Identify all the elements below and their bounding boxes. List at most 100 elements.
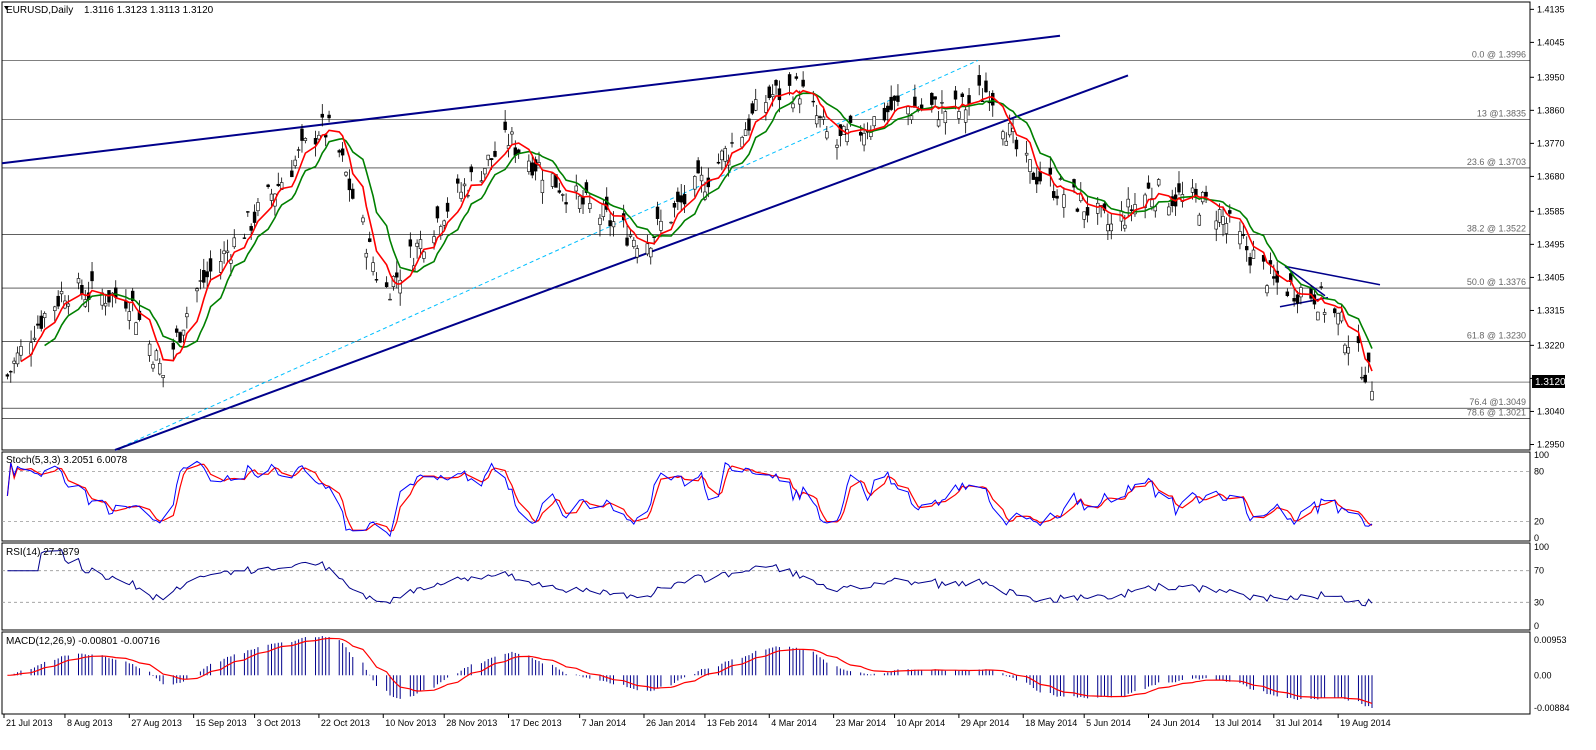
candle-body-214 bbox=[1014, 139, 1019, 150]
candle-body-50 bbox=[242, 237, 247, 239]
stoch-axis-label-0: 100 bbox=[1534, 450, 1549, 460]
candle-body-31 bbox=[151, 364, 155, 369]
rsi-axis-label-1: 70 bbox=[1534, 566, 1544, 576]
candle-body-4 bbox=[19, 346, 23, 356]
candle-body-91 bbox=[435, 206, 440, 219]
candle-body-43 bbox=[205, 271, 209, 278]
candle-body-202 bbox=[960, 93, 964, 97]
candle-body-96 bbox=[459, 191, 463, 199]
candle-body-115 bbox=[550, 173, 555, 187]
collapse-arrow-icon[interactable] bbox=[4, 6, 9, 10]
candle-body-233 bbox=[1106, 224, 1110, 232]
candle-body-207 bbox=[984, 80, 988, 93]
candle-body-166 bbox=[791, 103, 795, 109]
candle-body-133 bbox=[632, 239, 636, 247]
candle-body-123 bbox=[584, 182, 589, 193]
candle-body-195 bbox=[930, 92, 934, 105]
time-axis-label-11: 13 Feb 2014 bbox=[707, 718, 758, 728]
stoch-axis-label-1: 80 bbox=[1534, 467, 1544, 477]
candle-body-203 bbox=[963, 109, 968, 123]
candle-body-171 bbox=[814, 115, 819, 125]
time-axis-label-3: 15 Sep 2013 bbox=[196, 718, 247, 728]
candle-body-89 bbox=[422, 251, 426, 259]
candle-body-49 bbox=[232, 237, 236, 248]
candle-body-138 bbox=[655, 206, 660, 219]
candle-body-103 bbox=[489, 158, 494, 161]
candle-body-10 bbox=[53, 306, 57, 312]
candle-body-229 bbox=[1085, 207, 1090, 216]
candle-body-75 bbox=[361, 217, 365, 223]
candle-body-163 bbox=[774, 80, 778, 86]
candle-body-170 bbox=[811, 100, 816, 103]
candle-body-61 bbox=[293, 159, 297, 167]
price-axis-label-4: 1.3770 bbox=[1537, 138, 1565, 148]
candle-body-241 bbox=[1146, 182, 1151, 189]
candle-body-254 bbox=[1204, 191, 1208, 197]
candle-body-132 bbox=[628, 234, 633, 237]
candle-body-220 bbox=[1048, 167, 1053, 175]
stoch-title: Stoch(5,3,3) 3.2051 6.0078 bbox=[6, 455, 128, 466]
candle-body-1 bbox=[9, 371, 13, 373]
candle-body-0 bbox=[5, 374, 10, 377]
candle-body-27 bbox=[130, 290, 135, 301]
candle-body-174 bbox=[825, 131, 829, 139]
candle-body-135 bbox=[645, 243, 650, 255]
candle-body-255 bbox=[1214, 220, 1218, 230]
candle-body-80 bbox=[384, 282, 389, 288]
price-axis-label-5: 1.3680 bbox=[1537, 171, 1565, 181]
candle-body-248 bbox=[1177, 183, 1181, 193]
candle-body-172 bbox=[818, 116, 822, 118]
candle-body-260 bbox=[1238, 231, 1242, 245]
time-axis-label-16: 18 May 2014 bbox=[1025, 718, 1077, 728]
candle-body-52 bbox=[249, 226, 253, 231]
candle-body-117 bbox=[557, 190, 562, 193]
time-axis-label-4: 3 Oct 2013 bbox=[257, 718, 301, 728]
candle-body-257 bbox=[1221, 216, 1225, 225]
candle-body-281 bbox=[1336, 313, 1340, 325]
candle-body-236 bbox=[1123, 224, 1127, 229]
candle-body-93 bbox=[442, 220, 446, 226]
candle-body-242 bbox=[1150, 198, 1154, 208]
macd-signal-line bbox=[7, 637, 1373, 704]
time-axis-label-13: 23 Mar 2014 bbox=[836, 718, 887, 728]
triangle-top bbox=[1284, 265, 1381, 286]
symbol-label: EURUSD,Daily bbox=[6, 5, 73, 16]
candle-body-119 bbox=[564, 202, 568, 205]
candle-body-238 bbox=[1129, 209, 1134, 211]
candle-body-67 bbox=[320, 113, 325, 118]
candle-body-58 bbox=[276, 183, 280, 186]
macd-title: MACD(12,26,9) -0.00801 -0.00716 bbox=[6, 636, 160, 647]
candle-body-158 bbox=[750, 103, 755, 114]
candle-body-256 bbox=[1217, 209, 1222, 223]
candle-body-33 bbox=[158, 363, 162, 375]
candle-body-111 bbox=[530, 162, 534, 176]
ohlc-values: 1.3116 1.3123 1.3113 1.3120 bbox=[84, 5, 214, 16]
candle-body-274 bbox=[1299, 287, 1303, 298]
candle-body-206 bbox=[980, 100, 985, 102]
candle-body-45 bbox=[218, 261, 223, 273]
candle-body-47 bbox=[225, 250, 230, 253]
candle-body-65 bbox=[313, 138, 318, 145]
candle-body-101 bbox=[483, 168, 487, 175]
candle-body-270 bbox=[1285, 291, 1290, 297]
candle-body-286 bbox=[1360, 376, 1364, 379]
candle-body-154 bbox=[730, 142, 734, 144]
price-axis-label-8: 1.3405 bbox=[1537, 272, 1565, 282]
candle-body-30 bbox=[147, 343, 152, 356]
candle-body-88 bbox=[418, 239, 423, 249]
stoch-axis-label-2: 20 bbox=[1534, 516, 1544, 526]
rsi-title: RSI(14) 27.1879 bbox=[6, 547, 80, 558]
candle-body-107 bbox=[510, 131, 514, 135]
candle-body-180 bbox=[858, 131, 863, 136]
rsi-group bbox=[2, 549, 1530, 607]
time-axis-label-20: 31 Jul 2014 bbox=[1276, 718, 1323, 728]
candle-body-244 bbox=[1156, 179, 1161, 186]
candle-body-268 bbox=[1272, 276, 1276, 279]
candle-body-215 bbox=[1024, 152, 1029, 156]
trendlines-group[interactable] bbox=[1, 34, 1381, 451]
price-axis-label-9: 1.3315 bbox=[1537, 305, 1565, 315]
candle-body-28 bbox=[134, 322, 138, 335]
